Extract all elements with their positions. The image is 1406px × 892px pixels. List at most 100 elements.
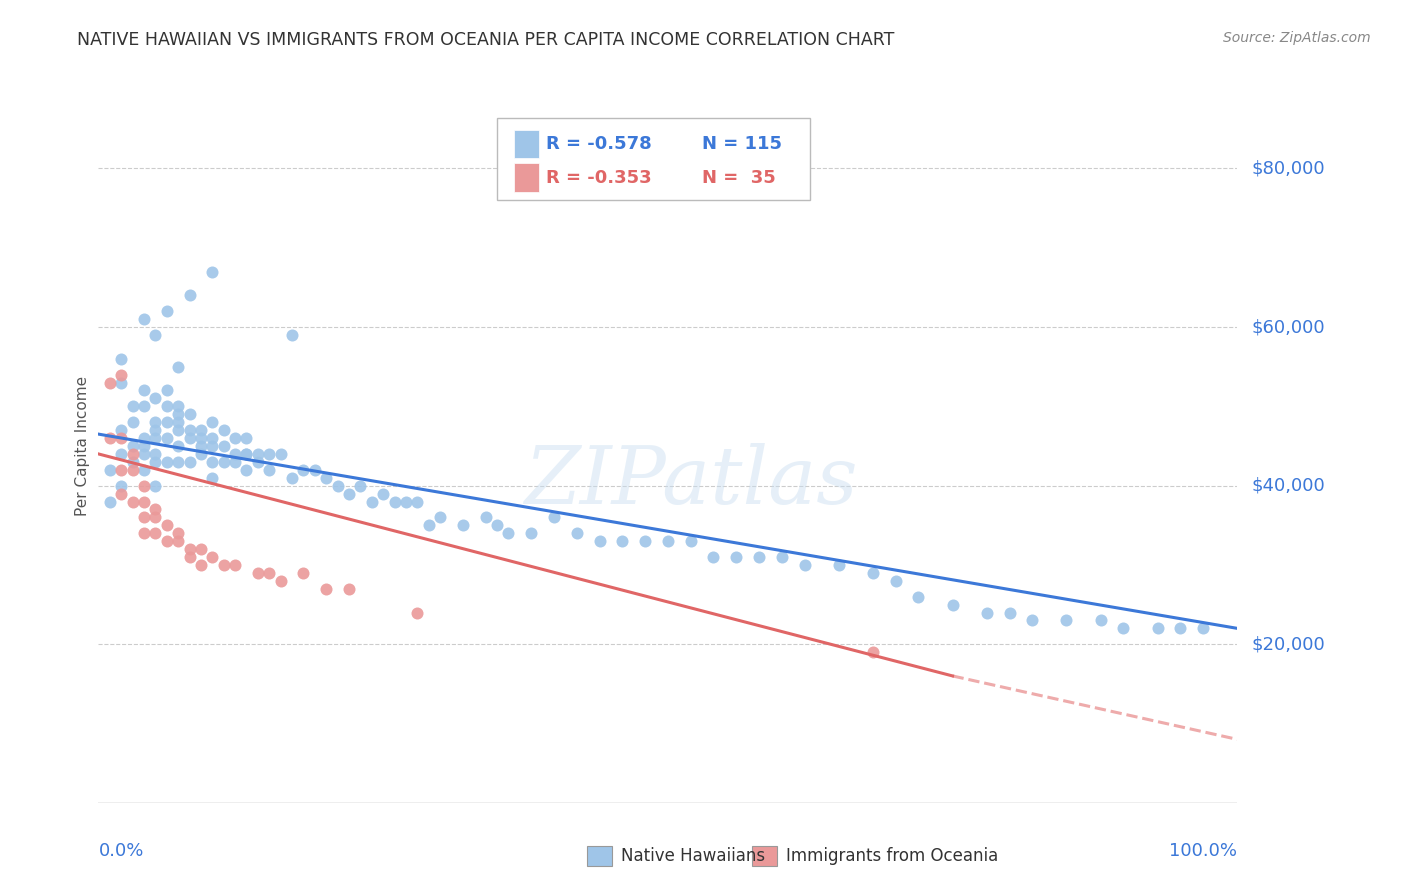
Point	[281, 471, 304, 485]
Point	[976, 606, 998, 620]
Point	[406, 606, 429, 620]
Point	[132, 312, 155, 326]
Point	[270, 574, 292, 588]
Point	[156, 415, 179, 429]
Point	[862, 645, 884, 659]
Point	[292, 463, 315, 477]
Point	[167, 359, 190, 374]
Point	[145, 510, 167, 524]
Point	[862, 566, 884, 580]
Text: $60,000: $60,000	[1251, 318, 1324, 336]
Point	[145, 447, 167, 461]
Point	[167, 526, 190, 541]
Point	[110, 478, 132, 492]
Point	[110, 486, 132, 500]
Point	[132, 510, 155, 524]
Point	[121, 439, 143, 453]
Point	[235, 463, 257, 477]
Point	[725, 549, 748, 564]
Point	[224, 447, 246, 461]
Point	[110, 376, 132, 390]
Point	[486, 518, 509, 533]
Y-axis label: Per Capita Income: Per Capita Income	[75, 376, 90, 516]
Point	[98, 376, 121, 390]
Point	[98, 494, 121, 508]
Point	[190, 558, 212, 572]
Point	[281, 328, 304, 343]
Point	[246, 566, 269, 580]
Point	[246, 447, 269, 461]
Point	[121, 455, 143, 469]
Point	[315, 471, 337, 485]
Point	[1146, 621, 1168, 635]
Point	[132, 478, 155, 492]
Text: 0.0%: 0.0%	[98, 842, 143, 860]
Point	[145, 526, 167, 541]
Point	[110, 351, 132, 366]
Text: $80,000: $80,000	[1251, 160, 1324, 178]
Point	[212, 455, 235, 469]
Text: R = -0.353: R = -0.353	[546, 169, 651, 186]
Point	[748, 549, 770, 564]
Point	[201, 549, 224, 564]
Point	[190, 439, 212, 453]
Point	[179, 288, 201, 302]
Point	[998, 606, 1021, 620]
Point	[259, 463, 281, 477]
Point	[190, 431, 212, 445]
Text: Source: ZipAtlas.com: Source: ZipAtlas.com	[1223, 31, 1371, 45]
Point	[132, 384, 155, 398]
Point	[235, 447, 257, 461]
Point	[190, 423, 212, 437]
Point	[371, 486, 394, 500]
Point	[212, 558, 235, 572]
Point	[145, 478, 167, 492]
Point	[612, 534, 634, 549]
Point	[156, 431, 179, 445]
Point	[167, 423, 190, 437]
Point	[167, 455, 190, 469]
Text: $40,000: $40,000	[1251, 476, 1324, 495]
Point	[360, 494, 382, 508]
FancyBboxPatch shape	[498, 118, 810, 200]
Point	[121, 494, 143, 508]
Point	[212, 423, 235, 437]
Text: N =  35: N = 35	[702, 169, 776, 186]
Point	[156, 384, 179, 398]
Point	[121, 415, 143, 429]
Point	[167, 439, 190, 453]
Point	[110, 423, 132, 437]
Point	[337, 582, 360, 596]
Text: N = 115: N = 115	[702, 135, 782, 153]
Point	[201, 455, 224, 469]
Point	[212, 439, 235, 453]
Point	[132, 431, 155, 445]
Point	[167, 415, 190, 429]
FancyBboxPatch shape	[586, 847, 612, 866]
Point	[304, 463, 326, 477]
Point	[98, 431, 121, 445]
Point	[270, 447, 292, 461]
Point	[246, 455, 269, 469]
Point	[1054, 614, 1078, 628]
Point	[770, 549, 793, 564]
Point	[224, 455, 246, 469]
Point	[292, 566, 315, 580]
Point	[315, 582, 337, 596]
Point	[132, 439, 155, 453]
Point	[395, 494, 418, 508]
Point	[1021, 614, 1043, 628]
Point	[543, 510, 565, 524]
Point	[201, 431, 224, 445]
Point	[132, 400, 155, 414]
Point	[828, 558, 851, 572]
Point	[167, 534, 190, 549]
Point	[132, 447, 155, 461]
Point	[145, 328, 167, 343]
Point	[907, 590, 929, 604]
Point	[179, 542, 201, 557]
Point	[179, 549, 201, 564]
Point	[498, 526, 520, 541]
Point	[793, 558, 815, 572]
Point	[156, 455, 179, 469]
